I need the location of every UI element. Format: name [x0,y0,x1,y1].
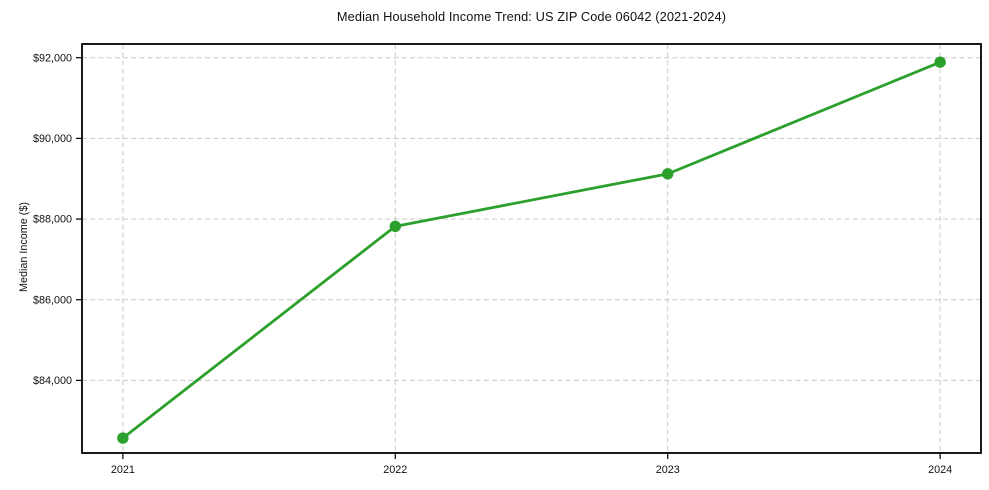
x-tick-label: 2023 [656,464,680,476]
y-tick-label: $90,000 [33,133,72,145]
data-point-2023 [662,168,674,180]
data-point-2024 [934,56,946,68]
x-tick-label: 2021 [111,464,135,476]
x-tick-label: 2022 [383,464,407,476]
y-tick-label: $86,000 [33,294,72,306]
chart-title: Median Household Income Trend: US ZIP Co… [336,9,727,24]
y-tick-label: $84,000 [33,375,72,387]
data-point-2021 [117,432,129,444]
y-tick-label: $88,000 [33,214,72,226]
plot-border [81,43,982,454]
x-tick-label: 2024 [928,464,952,476]
trend-line [121,60,942,440]
data-point-2022 [389,220,401,233]
y-axis-label: Median Income ($) [18,202,30,293]
y-tick-label: $92,000 [33,52,72,64]
